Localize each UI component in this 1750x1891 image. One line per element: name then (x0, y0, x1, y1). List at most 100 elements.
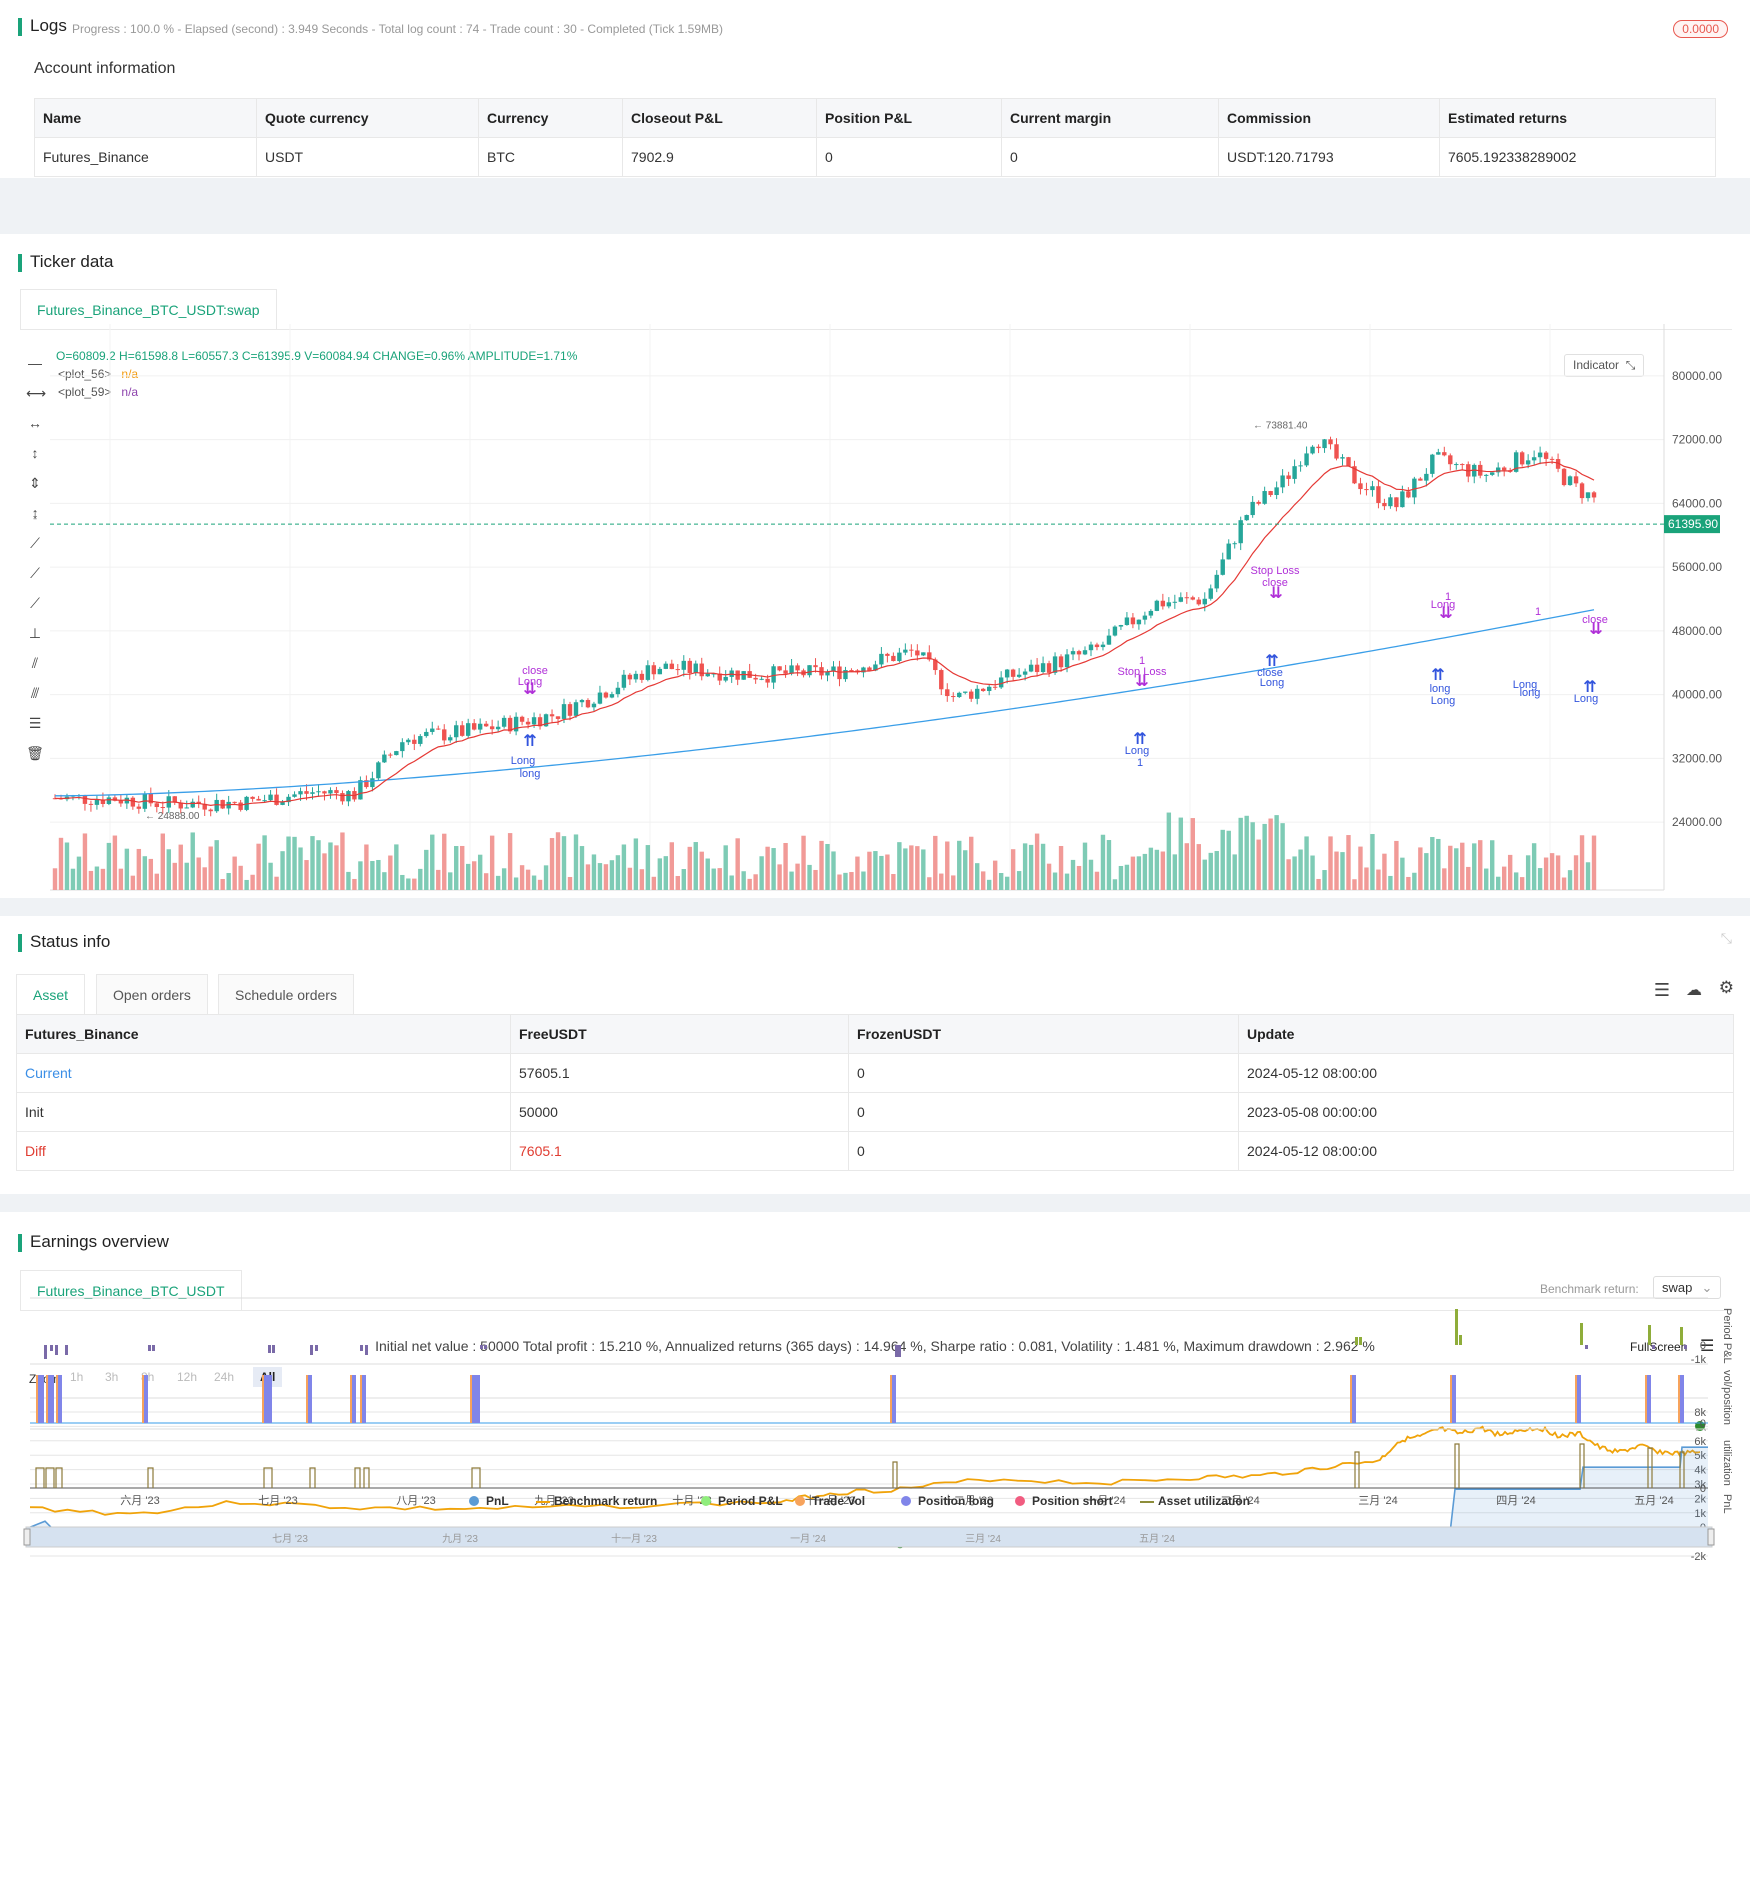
position-long-bar (350, 1375, 356, 1423)
text-tool-icon[interactable]: ☰ (28, 715, 42, 731)
horizontal-ray-icon[interactable]: ↔ (28, 415, 42, 431)
zoom-1h[interactable]: 1h (70, 1370, 84, 1384)
month-tick-label: 五月 '24 (1634, 1495, 1673, 1507)
tab-earnings-symbol[interactable]: Futures_Binance_BTC_USDT (20, 1270, 242, 1310)
candle-body (1154, 600, 1160, 611)
crosshair-icon[interactable]: — (28, 355, 42, 371)
zoom-3h[interactable]: 3h (105, 1370, 119, 1384)
parallel-channel-icon[interactable]: ⫽ (31, 655, 39, 671)
position-long-bar (1645, 1375, 1651, 1423)
volume-bar (645, 845, 651, 890)
price-label-icon[interactable]: ⊥ (28, 625, 42, 641)
volume-bar (1454, 848, 1459, 890)
trade-annotation: close (522, 665, 548, 677)
candle-body (406, 739, 411, 743)
candle-body (986, 686, 992, 692)
candle-body (388, 754, 393, 756)
legend-swatch (469, 1496, 479, 1506)
tab-ticker-symbol[interactable]: Futures_Binance_BTC_USDT:swap (20, 289, 277, 329)
trade-vol-bar (46, 1375, 48, 1423)
period-pnl-bar (315, 1345, 318, 1351)
asset-table: Futures_Binance FreeUSDT FrozenUSDT Upda… (16, 1014, 1734, 1171)
trash-icon[interactable]: 🗑 (26, 745, 44, 761)
volume-bar (430, 834, 435, 890)
menu-icon[interactable]: ☰ (1653, 980, 1670, 1000)
volume-bar (1495, 876, 1501, 890)
candle-body (448, 737, 453, 741)
candle-body (412, 739, 417, 744)
candle-body (1567, 476, 1573, 486)
hamburger-menu-icon[interactable]: ☰ (1700, 1338, 1715, 1355)
extended-line-icon[interactable]: ⟋ (30, 595, 40, 611)
trade-annotation: close (1582, 614, 1608, 626)
volume-bar (525, 869, 531, 890)
volume-bar (1262, 823, 1267, 890)
indicator-button[interactable]: Indicator ⤡ (1564, 354, 1645, 377)
vertical-line-icon[interactable]: ↕ (31, 445, 39, 461)
volume-bar (939, 873, 944, 890)
position-long-bar (360, 1375, 366, 1423)
ray-line-icon[interactable]: ⟋ (30, 565, 40, 581)
fullscreen-button[interactable]: FullScreen (1630, 1340, 1688, 1354)
volume-bar (322, 853, 327, 890)
period-pnl-bar (1680, 1327, 1683, 1345)
tab-open-orders[interactable]: Open orders (96, 974, 208, 1014)
benchmark-line (29, 1425, 1701, 1516)
volume-bar (489, 835, 495, 890)
candle-body (1232, 543, 1237, 545)
gear-icon[interactable]: ⚙ (1718, 978, 1734, 997)
candle-body (1352, 466, 1357, 484)
download-icon[interactable]: ☁ (1686, 982, 1702, 999)
fib-icon[interactable]: ⫻ (30, 685, 40, 701)
horizontal-line-icon[interactable]: ⟷ (26, 385, 47, 401)
candle-body (202, 803, 207, 810)
volume-bar (214, 840, 219, 890)
trade-vol-bar (306, 1375, 308, 1423)
volume-bar (1591, 835, 1597, 890)
volume-bar (1016, 871, 1022, 890)
candle-body (975, 688, 980, 699)
candle-body (208, 809, 213, 812)
cell: 57605.1 (510, 1053, 849, 1093)
volume-bar (915, 846, 920, 890)
volume-bar (465, 863, 471, 890)
volume-bar (1112, 879, 1118, 890)
zoom-12h[interactable]: 12h (177, 1370, 198, 1384)
candle-body (567, 704, 573, 716)
trade-annotation: Long (511, 755, 535, 767)
volume-bar (1334, 851, 1339, 890)
candle-body (238, 802, 243, 810)
trend-line-icon[interactable]: ⟋ (30, 535, 40, 551)
volume-bar (711, 868, 716, 890)
price-tick-label: 32000.00 (1672, 751, 1722, 765)
candle-body (1370, 486, 1375, 491)
volume-bar (142, 856, 148, 890)
volume-bar (825, 843, 830, 890)
candle-body (1076, 651, 1082, 655)
logs-progress: Progress : 100.0 % - Elapsed (second) : … (72, 22, 723, 36)
volume-bar (669, 842, 675, 890)
period-pnl-bar (365, 1345, 368, 1355)
volume-bar (831, 851, 836, 890)
volume-bar (879, 855, 884, 890)
cell: 0 (848, 1053, 1239, 1093)
tab-schedule-orders[interactable]: Schedule orders (218, 974, 354, 1014)
candle-body (579, 699, 585, 703)
tab-asset[interactable]: Asset (16, 974, 86, 1014)
trade-arrow-icon: ⇈ (1583, 679, 1596, 696)
volume-bar (1280, 823, 1285, 890)
volume-bar (112, 835, 118, 890)
candle-body (903, 649, 908, 653)
candle-body (1172, 601, 1178, 603)
candle-body (1292, 466, 1297, 479)
volume-bar (693, 842, 698, 890)
collapse-icon[interactable]: ⤡ (1720, 930, 1732, 946)
zoom-24h[interactable]: 24h (214, 1370, 235, 1384)
price-range-icon[interactable]: ↨ (31, 505, 39, 521)
trade-annotation: long (520, 768, 541, 780)
candle-body (364, 780, 369, 788)
volume-bar (705, 858, 710, 890)
vertical-segment-icon[interactable]: ⇕ (29, 475, 41, 491)
volume-bar (555, 832, 561, 890)
volume-bar (1292, 856, 1297, 890)
